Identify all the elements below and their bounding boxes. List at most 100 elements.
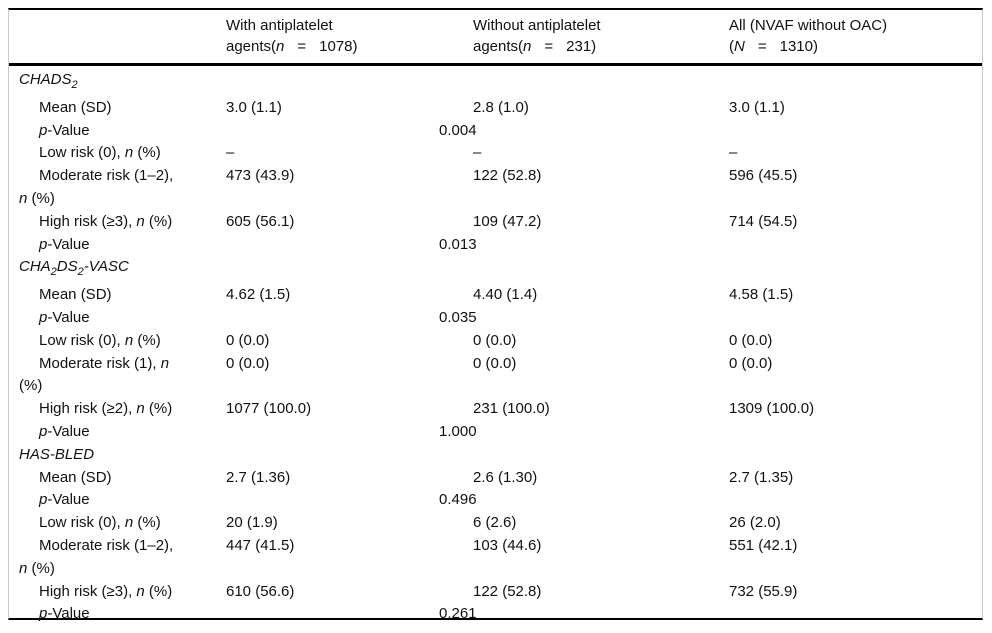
column-header-all-nvaf-without-oac: All (NVAF without OAC) (N = 1310)	[729, 15, 982, 57]
row-label-line: High risk (≥3), n (%)	[19, 581, 226, 604]
cell-without-antiplatelet: 122 (52.8)	[473, 167, 542, 185]
text-segment: n	[124, 144, 134, 162]
text-segment: (%)	[144, 582, 173, 600]
text-segment: High risk (≥3),	[39, 212, 137, 230]
cell-all-nvaf: 4.58 (1.5)	[729, 286, 794, 304]
text-segment: n	[276, 38, 285, 55]
table-row: Moderate risk (1–2), n (%) 447 (41.5) 103 (…	[9, 535, 982, 581]
cell-without-antiplatelet: 231 (100.0)	[473, 400, 550, 418]
text-segment: =	[544, 38, 554, 55]
row-label-line: (%)	[19, 375, 226, 398]
table-row: High risk (≥3), n (%) 605 (56.1) 109 (47.2…	[9, 211, 982, 234]
text-segment: (%)	[133, 144, 161, 162]
cell-all-nvaf: 0 (0.0)	[729, 354, 773, 372]
cell-all-nvaf: 551 (42.1)	[729, 536, 798, 554]
text-segment: (%)	[144, 212, 173, 230]
text-segment: All (NVAF without OAC)	[729, 17, 888, 34]
section-title: HAS-BLED	[19, 444, 226, 467]
text-segment: Mean (SD)	[39, 468, 112, 486]
table-row: Low risk (0), n (%) 20 (1.9) 6 (2.6) 26 (2.…	[9, 512, 982, 535]
cell-all-nvaf	[729, 307, 982, 308]
cell-with-antiplatelet	[226, 234, 439, 235]
row-label-line: Low risk (0), n (%)	[19, 512, 226, 535]
row-label: High risk (≥3), n (%)	[19, 581, 226, 604]
cell-without-antiplatelet: 2.6 (1.30)	[473, 468, 538, 486]
text-segment: HAS-BLED	[19, 445, 95, 463]
text-segment: p	[39, 308, 48, 326]
p-value-cell: 1.000	[439, 422, 477, 440]
text-segment: -Value	[47, 422, 90, 440]
row-label: Mean (SD)	[19, 97, 226, 120]
cell-with-antiplatelet: 0 (0.0)	[226, 331, 270, 349]
column-header-with-antiplatelet: With antiplatelet agents(n = 1078)	[226, 15, 439, 57]
text-segment: High risk (≥3),	[39, 582, 137, 600]
table-row: p-Value 0.261	[9, 603, 982, 626]
text-segment: Moderate risk (1),	[39, 354, 161, 372]
cell-all-nvaf: 1309 (100.0)	[729, 400, 815, 418]
table-body: CHADS2 Mean (SD) 3.0 (1.1) 2.8 (1.0) 3.0 (1.…	[9, 66, 982, 626]
row-label-line: p-Value	[19, 489, 226, 512]
row-label-line: p-Value	[19, 421, 226, 444]
row-label: Low risk (0), n (%)	[19, 142, 226, 165]
text-segment: n	[136, 212, 145, 230]
row-label: p-Value	[19, 234, 226, 257]
text-segment: n	[523, 38, 532, 55]
text-segment: (%)	[27, 559, 55, 577]
header-spacer-cell	[19, 15, 226, 16]
text-segment: (%)	[133, 331, 161, 349]
text-segment: agents(	[473, 38, 524, 55]
text-segment: p	[39, 422, 48, 440]
table-row: Moderate risk (1), n (%) 0 (0.0) 0 (0.0) 0 (…	[9, 353, 982, 399]
table-row: Low risk (0), n (%) 0 (0.0) 0 (0.0) 0 (0.0)	[9, 330, 982, 353]
column-header-line: Without antiplatelet	[473, 15, 729, 36]
cell-with-antiplatelet: 610 (56.6)	[226, 582, 295, 600]
text-segment: Mean (SD)	[39, 286, 112, 304]
text-segment: High risk (≥2),	[39, 400, 137, 418]
text-segment: -Value	[47, 605, 90, 623]
row-label: Low risk (0), n (%)	[19, 330, 226, 353]
row-label: High risk (≥2), n (%)	[19, 398, 226, 421]
row-label-line: Moderate risk (1–2),	[19, 535, 226, 558]
row-label-line: Moderate risk (1), n	[19, 353, 226, 376]
text-segment: 231)	[566, 38, 597, 55]
cell-with-antiplatelet: 4.62 (1.5)	[226, 286, 291, 304]
cell-with-antiplatelet	[226, 421, 439, 422]
row-label-line: Low risk (0), n (%)	[19, 330, 226, 353]
text-segment: -Value	[47, 491, 90, 509]
section-title-row: CHA2DS2-VASC	[9, 256, 982, 284]
text-segment: -Value	[47, 235, 90, 253]
text-segment: 2	[50, 266, 57, 279]
table-row: Low risk (0), n (%) – – –	[9, 142, 982, 165]
cell-with-antiplatelet: 3.0 (1.1)	[226, 98, 282, 116]
row-label: p-Value	[19, 489, 226, 512]
cell-all-nvaf: 2.7 (1.35)	[729, 468, 794, 486]
table-row: p-Value 0.035	[9, 307, 982, 330]
row-label: Moderate risk (1–2), n (%)	[19, 535, 226, 581]
cell-with-antiplatelet	[226, 603, 439, 604]
row-label-line: p-Value	[19, 307, 226, 330]
row-label: Moderate risk (1–2), n (%)	[19, 165, 226, 211]
table-row: Mean (SD) 2.7 (1.36) 2.6 (1.30) 2.7 (1.35)	[9, 467, 982, 490]
cell-with-antiplatelet: 605 (56.1)	[226, 212, 295, 230]
table-row: High risk (≥2), n (%) 1077 (100.0) 231 (10…	[9, 398, 982, 421]
section-title-line: CHADS2	[19, 69, 226, 97]
cell-with-antiplatelet: 1077 (100.0)	[226, 400, 312, 418]
cell-without-antiplatelet: –	[473, 144, 482, 162]
row-label: High risk (≥3), n (%)	[19, 211, 226, 234]
cell-without-antiplatelet: 109 (47.2)	[473, 212, 542, 230]
text-segment: With antiplatelet	[226, 17, 333, 34]
text-segment: n	[136, 400, 145, 418]
cell-with-antiplatelet: –	[226, 144, 235, 162]
text-segment: (%)	[144, 400, 173, 418]
row-label-line: n (%)	[19, 188, 226, 211]
cell-all-nvaf: 596 (45.5)	[729, 167, 798, 185]
section-title: CHA2DS2-VASC	[19, 256, 226, 284]
cell-all-nvaf	[729, 421, 982, 422]
row-label-line: High risk (≥2), n (%)	[19, 398, 226, 421]
row-label: p-Value	[19, 307, 226, 330]
section-title-line: HAS-BLED	[19, 444, 226, 467]
section-title: CHADS2	[19, 69, 226, 97]
column-header-line: agents(n = 231)	[473, 36, 729, 57]
cell-all-nvaf: 3.0 (1.1)	[729, 98, 785, 116]
